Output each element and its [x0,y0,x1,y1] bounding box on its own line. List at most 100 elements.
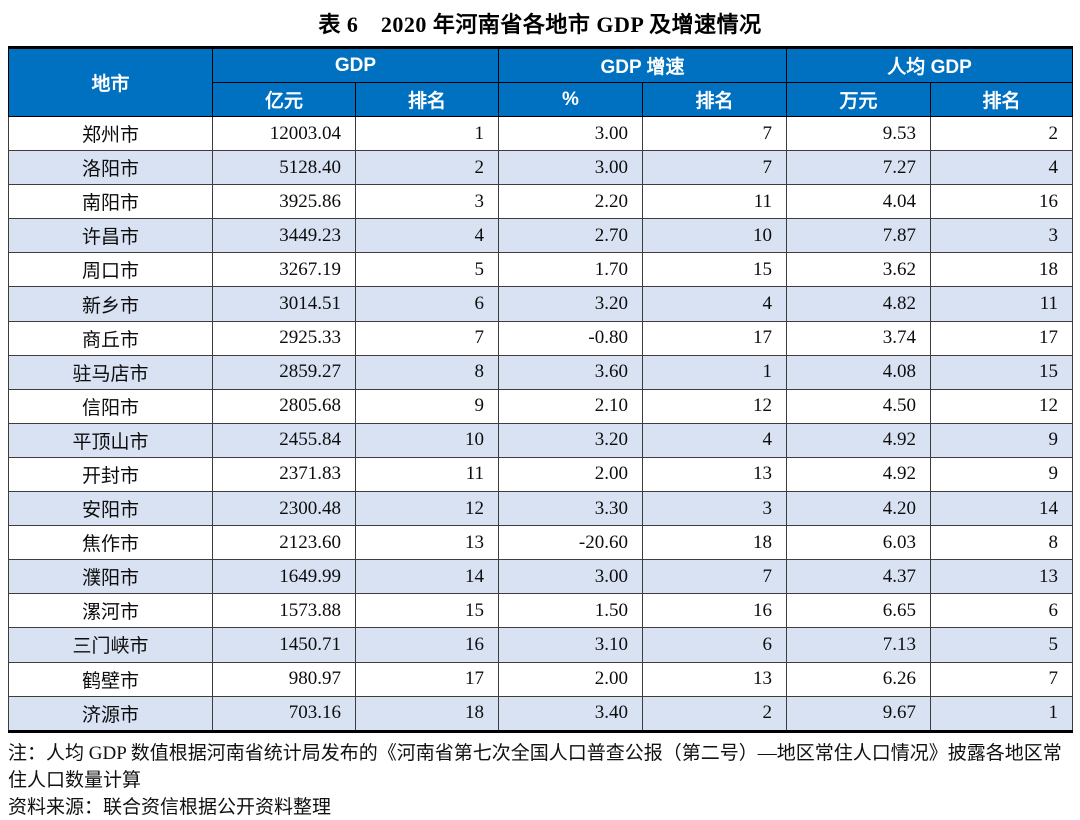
table-note: 注：人均 GDP 数值根据河南省统计局发布的《河南省第七次全国人口普查公报（第二… [8,742,1062,791]
column-group-gdp: GDP [212,47,499,83]
header-group-row: 地市 GDP GDP 增速 人均 GDP [8,47,1074,117]
city-cell: 平顶山市 [8,422,213,458]
per-capita-rank-cell: 16 [930,184,1074,220]
table-row: 焦作市 2123.60 13 -20.60 18 6.03 8 [8,525,1074,561]
gdp-value-cell: 3014.51 [212,286,356,322]
table-row: 许昌市 3449.23 4 2.70 10 7.87 3 [8,218,1074,254]
gdp-value-cell: 2455.84 [212,422,356,458]
table-row: 商丘市 2925.33 7 -0.80 17 3.74 17 [8,320,1074,356]
growth-rank-cell: 11 [641,184,788,220]
per-capita-rank-cell: 1 [930,695,1074,732]
per-capita-value-cell: 4.20 [786,491,932,527]
table-header: 地市 GDP GDP 增速 人均 GDP 亿元 排名 % 排名 万元 排名 [8,47,1074,117]
table-row: 濮阳市 1649.99 14 3.00 7 4.37 13 [8,559,1074,595]
gdp-rank-cell: 15 [355,593,499,629]
growth-value-cell: 3.60 [498,354,643,390]
column-header-city: 地市 [8,47,213,117]
growth-rank-cell: 12 [641,388,788,424]
growth-value-cell: 3.20 [498,286,643,322]
growth-value-cell: -0.80 [498,320,643,356]
table-row: 周口市 3267.19 5 1.70 15 3.62 18 [8,252,1074,288]
per-capita-value-cell: 4.04 [786,184,932,220]
gdp-rank-cell: 16 [355,627,499,663]
growth-value-cell: 1.50 [498,593,643,629]
table-row: 三门峡市 1450.71 16 3.10 6 7.13 5 [8,627,1074,663]
city-cell: 安阳市 [8,491,213,527]
gdp-rank-cell: 17 [355,661,499,697]
gdp-value-cell: 3267.19 [212,252,356,288]
per-capita-rank-cell: 3 [930,218,1074,254]
per-capita-rank-cell: 18 [930,252,1074,288]
gdp-rank-cell: 6 [355,286,499,322]
growth-rank-cell: 7 [641,559,788,595]
gdp-rank-cell: 3 [355,184,499,220]
per-capita-value-cell: 4.37 [786,559,932,595]
growth-rank-cell: 7 [641,115,788,152]
growth-rank-cell: 10 [641,218,788,254]
column-subheader-growth-value: % [498,82,643,117]
per-capita-value-cell: 7.27 [786,150,932,186]
growth-value-cell: 2.20 [498,184,643,220]
table-row: 信阳市 2805.68 9 2.10 12 4.50 12 [8,388,1074,424]
gdp-rank-cell: 8 [355,354,499,390]
column-subheader-gdp-rank: 排名 [355,82,499,117]
gdp-value-cell: 980.97 [212,661,356,697]
gdp-rank-cell: 14 [355,559,499,595]
gdp-value-cell: 5128.40 [212,150,356,186]
per-capita-rank-cell: 5 [930,627,1074,663]
table-row: 洛阳市 5128.40 2 3.00 7 7.27 4 [8,150,1074,186]
column-subheader-gdp-value: 亿元 [212,82,356,117]
growth-rank-cell: 4 [641,286,788,322]
growth-rank-cell: 1 [641,354,788,390]
gdp-rank-cell: 10 [355,422,499,458]
city-cell: 焦作市 [8,525,213,561]
column-subheader-growth-rank: 排名 [641,82,788,117]
city-cell: 漯河市 [8,593,213,629]
city-cell: 郑州市 [8,115,213,152]
growth-rank-cell: 15 [641,252,788,288]
per-capita-value-cell: 6.26 [786,661,932,697]
per-capita-rank-cell: 13 [930,559,1074,595]
per-capita-value-cell: 6.03 [786,525,932,561]
per-capita-value-cell: 4.50 [786,388,932,424]
gdp-rank-cell: 13 [355,525,499,561]
growth-rank-cell: 7 [641,150,788,186]
city-cell: 洛阳市 [8,150,213,186]
table-row: 安阳市 2300.48 12 3.30 3 4.20 14 [8,491,1074,527]
table-title: 表 6 2020 年河南省各地市 GDP 及增速情况 [318,12,762,37]
city-cell: 开封市 [8,456,213,493]
growth-value-cell: 2.10 [498,388,643,424]
per-capita-rank-cell: 9 [930,422,1074,458]
table-body: 郑州市 12003.04 1 3.00 7 9.53 2 洛阳市 5128.40… [8,115,1074,732]
growth-rank-cell: 16 [641,593,788,629]
city-cell: 信阳市 [8,388,213,424]
source-note: 资料来源：联合资信根据公开资料整理 [8,796,332,818]
growth-rank-cell: 6 [641,627,788,663]
gdp-value-cell: 2925.33 [212,320,356,356]
city-cell: 许昌市 [8,218,213,254]
per-capita-rank-cell: 6 [930,593,1074,629]
per-capita-value-cell: 4.92 [786,422,932,458]
column-group-gdp-growth: GDP 增速 [497,47,788,83]
table-row: 开封市 2371.83 11 2.00 13 4.92 9 [8,456,1074,493]
city-cell: 周口市 [8,252,213,288]
growth-rank-cell: 3 [641,491,788,527]
gdp-rank-cell: 12 [355,491,499,527]
gdp-value-cell: 1450.71 [212,627,356,663]
table-row: 新乡市 3014.51 6 3.20 4 4.82 11 [8,286,1074,322]
table-footnotes: 注：人均 GDP 数值根据河南省统计局发布的《河南省第七次全国人口普查公报（第二… [8,740,1070,820]
table-row: 平顶山市 2455.84 10 3.20 4 4.92 9 [8,422,1074,458]
gdp-value-cell: 12003.04 [212,115,356,152]
per-capita-value-cell: 6.65 [786,593,932,629]
gdp-value-cell: 2805.68 [212,388,356,424]
city-cell: 三门峡市 [8,627,213,663]
growth-value-cell: 1.70 [498,252,643,288]
per-capita-value-cell: 3.74 [786,320,932,356]
growth-value-cell: 3.00 [498,559,643,595]
per-capita-rank-cell: 15 [930,354,1074,390]
gdp-rank-cell: 11 [355,456,499,493]
gdp-rank-cell: 5 [355,252,499,288]
gdp-value-cell: 2859.27 [212,354,356,390]
per-capita-rank-cell: 11 [930,286,1074,322]
column-subheader-per-capita-value: 万元 [786,82,932,117]
